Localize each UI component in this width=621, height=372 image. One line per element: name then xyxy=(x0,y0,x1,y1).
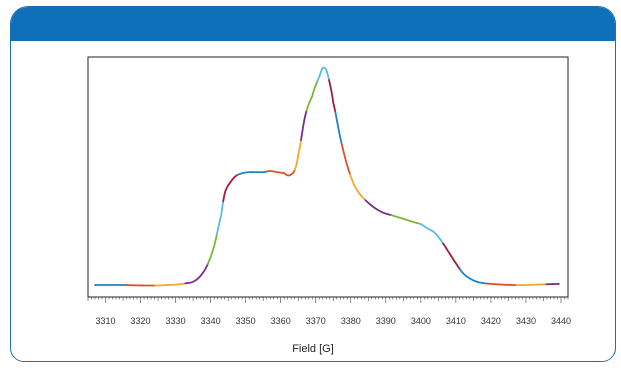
x-tick-label: 3370 xyxy=(306,316,326,326)
x-tick-label: 3310 xyxy=(96,316,116,326)
x-tick-label: 3410 xyxy=(446,316,466,326)
x-tick-label: 3340 xyxy=(201,316,221,326)
x-axis-ticks xyxy=(88,297,568,303)
x-tick-label: 3360 xyxy=(271,316,291,326)
x-tick-label: 3350 xyxy=(236,316,256,326)
x-tick-label: 3380 xyxy=(341,316,361,326)
plot-frame xyxy=(88,57,568,297)
x-tick-label: 3440 xyxy=(551,316,571,326)
x-tick-label: 3400 xyxy=(411,316,431,326)
x-axis-tick-labels: 3310 3320 3330 3340 3350 3360 3370 3380 3390 3400… xyxy=(96,316,572,326)
x-tick-label: 3430 xyxy=(516,316,536,326)
series-segment xyxy=(516,284,546,285)
x-tick-label: 3320 xyxy=(131,316,151,326)
x-tick-label: 3330 xyxy=(166,316,186,326)
x-tick-label: 3390 xyxy=(376,316,396,326)
x-tick-label: 3420 xyxy=(481,316,501,326)
x-axis-label: Field [G] xyxy=(292,343,334,355)
